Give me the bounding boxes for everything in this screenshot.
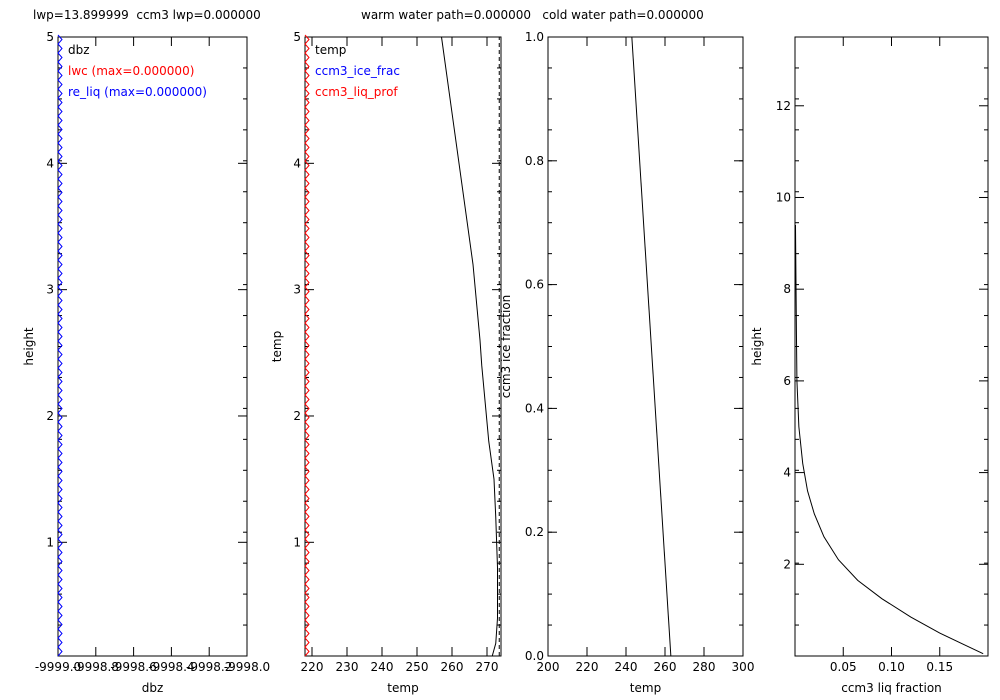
legend-entry: lwc (max=0.000000) [68, 64, 194, 78]
legend-entry: temp [315, 43, 346, 57]
x-tick-label: 240 [615, 660, 638, 674]
y-axis-label: ccm3 ice fraction [499, 295, 513, 399]
x-tick-label: 200 [537, 660, 560, 674]
x-tick-label: 240 [371, 660, 394, 674]
y-tick-label: 0.6 [525, 278, 544, 292]
y-tick-label: 5 [293, 30, 301, 44]
y-tick-label: 3 [293, 283, 301, 297]
y-tick-label: 0.2 [525, 525, 544, 539]
y-tick-label: 5 [46, 30, 54, 44]
y-tick-label: 2 [783, 557, 791, 571]
x-tick-label: 220 [576, 660, 599, 674]
x-axis-label: temp [630, 681, 661, 695]
x-axis-label: ccm3 liq fraction [841, 681, 942, 695]
x-tick-label: 260 [441, 660, 464, 674]
x-tick-label: 280 [693, 660, 716, 674]
x-tick-label: -9998.8 [73, 660, 119, 674]
x-tick-label: 230 [336, 660, 359, 674]
x-tick-label: 0.15 [926, 660, 953, 674]
y-tick-label: 12 [776, 99, 791, 113]
y-tick-label: 3 [46, 283, 54, 297]
x-tick-label: 0.05 [830, 660, 857, 674]
y-tick-label: 1 [293, 535, 301, 549]
x-tick-label: 270 [476, 660, 499, 674]
legend-entry: re_liq (max=0.000000) [68, 85, 207, 99]
plot-frame-1 [57, 36, 248, 657]
plot-frame-2 [304, 36, 502, 657]
y-tick-label: 4 [46, 156, 54, 170]
header-left: lwp=13.899999 ccm3 lwp=0.000000 [33, 8, 261, 22]
x-axis-label: dbz [142, 681, 164, 695]
y-tick-label: 4 [293, 156, 301, 170]
header-right: warm water path=0.000000 cold water path… [361, 8, 704, 22]
y-tick-label: 6 [783, 374, 791, 388]
x-tick-label: 260 [654, 660, 677, 674]
y-tick-label: 10 [776, 190, 791, 204]
x-axis-label: temp [387, 681, 418, 695]
x-tick-label: -9998.2 [186, 660, 232, 674]
y-tick-label: 0.4 [525, 401, 544, 415]
series-temp-line [441, 36, 498, 657]
series-re_liq-markers [57, 34, 63, 657]
x-tick-label: -9999.0 [35, 660, 81, 674]
y-axis-label: temp [270, 331, 284, 362]
x-tick-label: 220 [301, 660, 324, 674]
x-tick-label: -9998.6 [110, 660, 156, 674]
legend-entry: dbz [68, 43, 90, 57]
y-tick-label: 4 [783, 466, 791, 480]
x-tick-label: 300 [732, 660, 755, 674]
x-tick-label: -9998.4 [148, 660, 194, 674]
y-tick-label: 1.0 [525, 30, 544, 44]
y-tick-label: 0.0 [525, 649, 544, 663]
y-axis-label: height [22, 327, 36, 366]
y-tick-label: 2 [46, 409, 54, 423]
legend-entry: ccm3_ice_frac [315, 64, 400, 78]
legend-entry: ccm3_liq_prof [315, 85, 398, 99]
series-ccm3_liq_prof-markers [304, 34, 310, 657]
y-tick-label: 0.8 [525, 154, 544, 168]
x-tick-label: 0.10 [878, 660, 905, 674]
y-tick-label: 1 [46, 535, 54, 549]
y-axis-label: height [750, 327, 764, 366]
x-tick-label: 250 [406, 660, 429, 674]
plot-frame-4 [794, 36, 989, 657]
series-liq-fraction-line [794, 224, 984, 655]
y-tick-label: 8 [783, 282, 791, 296]
y-tick-label: 2 [293, 409, 301, 423]
plot-frame-3 [547, 36, 744, 657]
x-tick-label: -9998.0 [224, 660, 270, 674]
series-ice-fraction-line [631, 36, 672, 657]
